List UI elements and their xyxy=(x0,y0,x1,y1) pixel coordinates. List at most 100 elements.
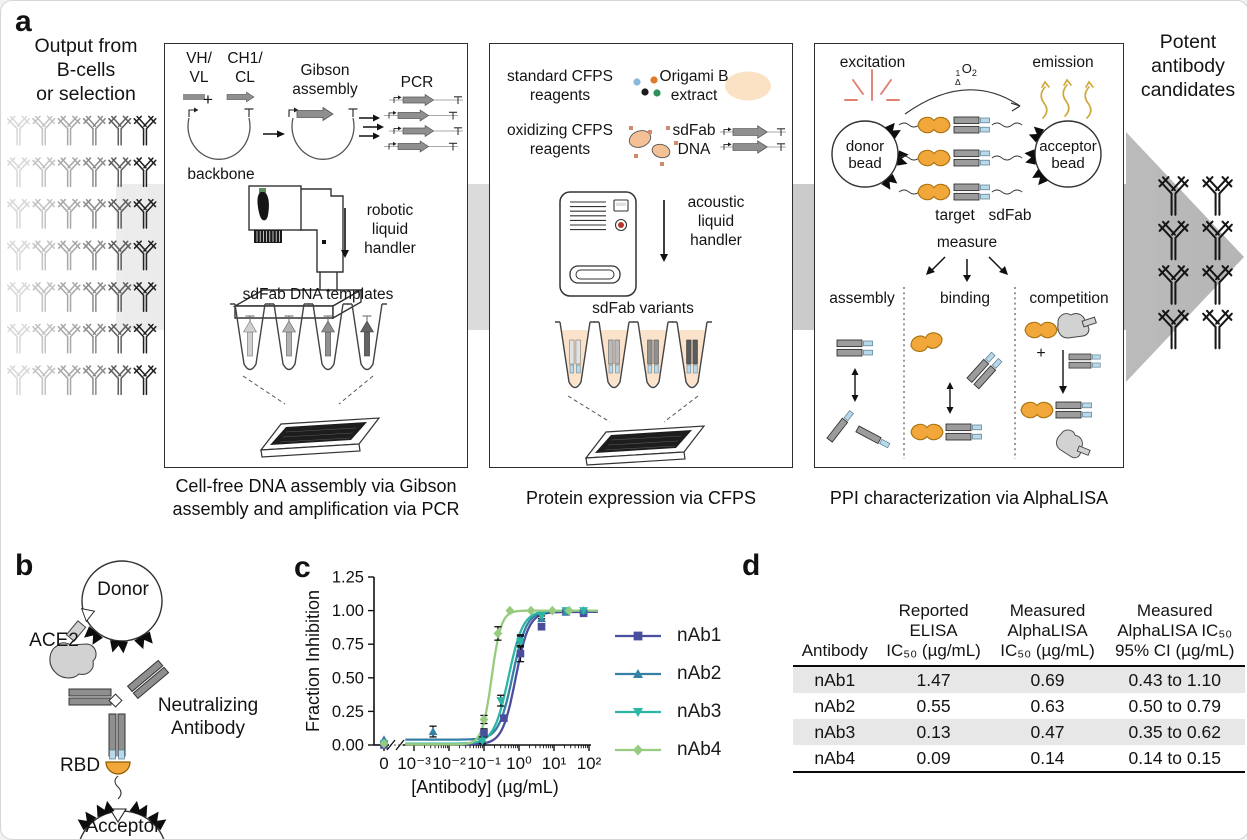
antibody-icon xyxy=(6,365,31,396)
backbone-plasmid-icon xyxy=(187,106,255,160)
x-tick-label: 10² xyxy=(577,754,602,773)
box2-illustration xyxy=(554,71,786,466)
box1-caption: Cell-free DNA assembly via Gibson assemb… xyxy=(172,476,460,520)
table-cell: 0.09 xyxy=(876,745,991,774)
y-tick-label: 1.25 xyxy=(332,569,364,587)
marker-square xyxy=(500,714,508,722)
so-sub: Δ xyxy=(955,76,961,87)
singlet-oxygen-arrow-icon xyxy=(904,89,1021,115)
antibody-icon xyxy=(6,157,31,188)
panel-a-label: a xyxy=(15,5,32,38)
table-cell: 0.50 to 0.79 xyxy=(1128,695,1221,716)
antibody-icon xyxy=(32,115,56,146)
antibody-icon xyxy=(82,365,106,396)
table-row-nAb4: nAb4 0.09 0.14 0.14 to 0.15 xyxy=(793,745,1245,774)
table-row-nAb3: nAb3 0.13 0.47 0.35 to 0.62 xyxy=(793,719,1245,746)
antibody-icon xyxy=(57,281,81,312)
sdfab-dna-label: sdFab DNA xyxy=(672,122,716,158)
antibody-icon xyxy=(32,240,56,271)
transfer-line xyxy=(663,395,699,423)
fit-curve-nAb3 xyxy=(405,609,598,745)
antibody-icon xyxy=(1202,309,1233,350)
dose-response-chart: 0.00 0.25 0.50 0.75 1.00 1.25 0 10⁻³ 10⁻² 10⁻¹ 10⁰… xyxy=(303,569,602,798)
neutralizing-antibody-icon xyxy=(68,659,170,760)
marker-square xyxy=(516,649,525,658)
robotic-liquid-handler-icon xyxy=(232,185,364,320)
binding-diagram-icon xyxy=(908,330,1004,441)
rbd-linker-squiggle xyxy=(114,775,122,800)
gibson-assembly-label: Gibson assembly xyxy=(292,62,358,98)
y-tick-label: 0.50 xyxy=(332,669,364,687)
antibody-icon xyxy=(57,115,81,146)
legend-item-nAb1: nAb1 xyxy=(613,623,721,648)
x-tick-label: 10¹ xyxy=(542,754,567,773)
competition-plus-label: + xyxy=(1036,345,1046,362)
vh-vl-label: VH/ VL xyxy=(186,50,212,86)
antibody-icon xyxy=(6,240,31,271)
pcr-label: PCR xyxy=(400,74,434,91)
marker-triangle-down xyxy=(477,737,487,746)
antibody-icon xyxy=(133,198,157,229)
marker-triangle-up xyxy=(633,668,643,678)
transfer-line xyxy=(567,395,611,423)
competition-diagram-icon xyxy=(1020,313,1101,466)
left-caption: Output from B-cells or selection xyxy=(34,35,138,105)
sdfab-variant-tubes-icon xyxy=(554,321,713,389)
antibody-icon xyxy=(32,365,56,396)
antibody-icon xyxy=(32,281,56,312)
rbd-label: RBD xyxy=(59,755,101,776)
microplate-icon xyxy=(585,425,705,466)
plus-label: + xyxy=(203,90,213,109)
marker-triangle-down xyxy=(579,607,588,615)
marker-triangle-down xyxy=(633,707,643,717)
legend-key-nAb2 xyxy=(615,668,661,678)
antibody-icon xyxy=(82,198,106,229)
acceptor-bead-label: acceptor bead xyxy=(1039,138,1097,173)
table-cell: 0.43 to 1.10 xyxy=(1128,669,1221,690)
legend-item-nAb4: nAb4 xyxy=(613,737,721,762)
marker-triangle-down xyxy=(516,637,525,646)
excitation-label: excitation xyxy=(839,54,906,71)
box-cfps-expression: standard CFPS reagents Origami B extract… xyxy=(489,43,793,468)
x-tick-label: 10⁰ xyxy=(506,754,532,773)
donor-bead-icon xyxy=(831,120,910,192)
fit-curve-nAb4 xyxy=(405,609,598,746)
origami-extract-icon xyxy=(725,71,771,101)
marker-diamond xyxy=(379,738,389,749)
marker-square xyxy=(480,729,488,737)
fit-curve-nAb1 xyxy=(405,610,598,746)
table-cell: nAb3 xyxy=(814,721,856,742)
y-axis-title: Fraction Inhibition xyxy=(303,590,323,732)
neutralizing-antibody-label: Neutralizing Antibody xyxy=(157,695,259,740)
legend-key-nAb1 xyxy=(615,631,661,640)
panel-b-illustration xyxy=(49,560,170,839)
antibody-icon xyxy=(82,115,106,146)
sdfab-dna-icon xyxy=(720,125,786,154)
so-base-sub: 2 xyxy=(971,68,977,78)
antibody-icon xyxy=(1158,220,1189,261)
antibody-icon xyxy=(82,281,106,312)
box-alphalisa: excitation emission 1 Δ O2 donor bead acce… xyxy=(814,43,1124,468)
x-tick-label: 0 xyxy=(379,754,388,773)
x-tick-label: 10⁻² xyxy=(432,754,466,773)
table-cell: 0.47 xyxy=(1030,721,1065,742)
acceptor-bead-icon xyxy=(75,799,169,839)
robotic-liquid-handler-label: robotic liquid handler xyxy=(364,202,416,257)
potent-antibody-grid xyxy=(1158,176,1233,350)
cfps-reagent-dots-icon xyxy=(633,76,661,97)
standard-cfps-label: standard CFPS reagents xyxy=(507,68,613,104)
sdfab-dna-templates-label: sdFab DNA templates xyxy=(242,286,394,303)
antibody-icon xyxy=(108,198,132,229)
sdfab-label: sdFab xyxy=(988,207,1032,224)
emission-waves-icon xyxy=(1040,78,1094,119)
antibody-icon xyxy=(133,115,157,146)
box1-illustration xyxy=(183,91,463,458)
assembly-label: assembly xyxy=(829,290,895,307)
ch1-cl-label: CH1/ CL xyxy=(227,50,263,86)
antibody-icon xyxy=(57,323,81,354)
marker-diamond xyxy=(493,628,503,639)
emission-label: emission xyxy=(1032,54,1094,71)
acceptor-bead-icon xyxy=(1024,120,1102,188)
acoustic-liquid-handler-label: acoustic liquid handler xyxy=(687,194,745,249)
panel-d-label: d xyxy=(742,549,761,582)
